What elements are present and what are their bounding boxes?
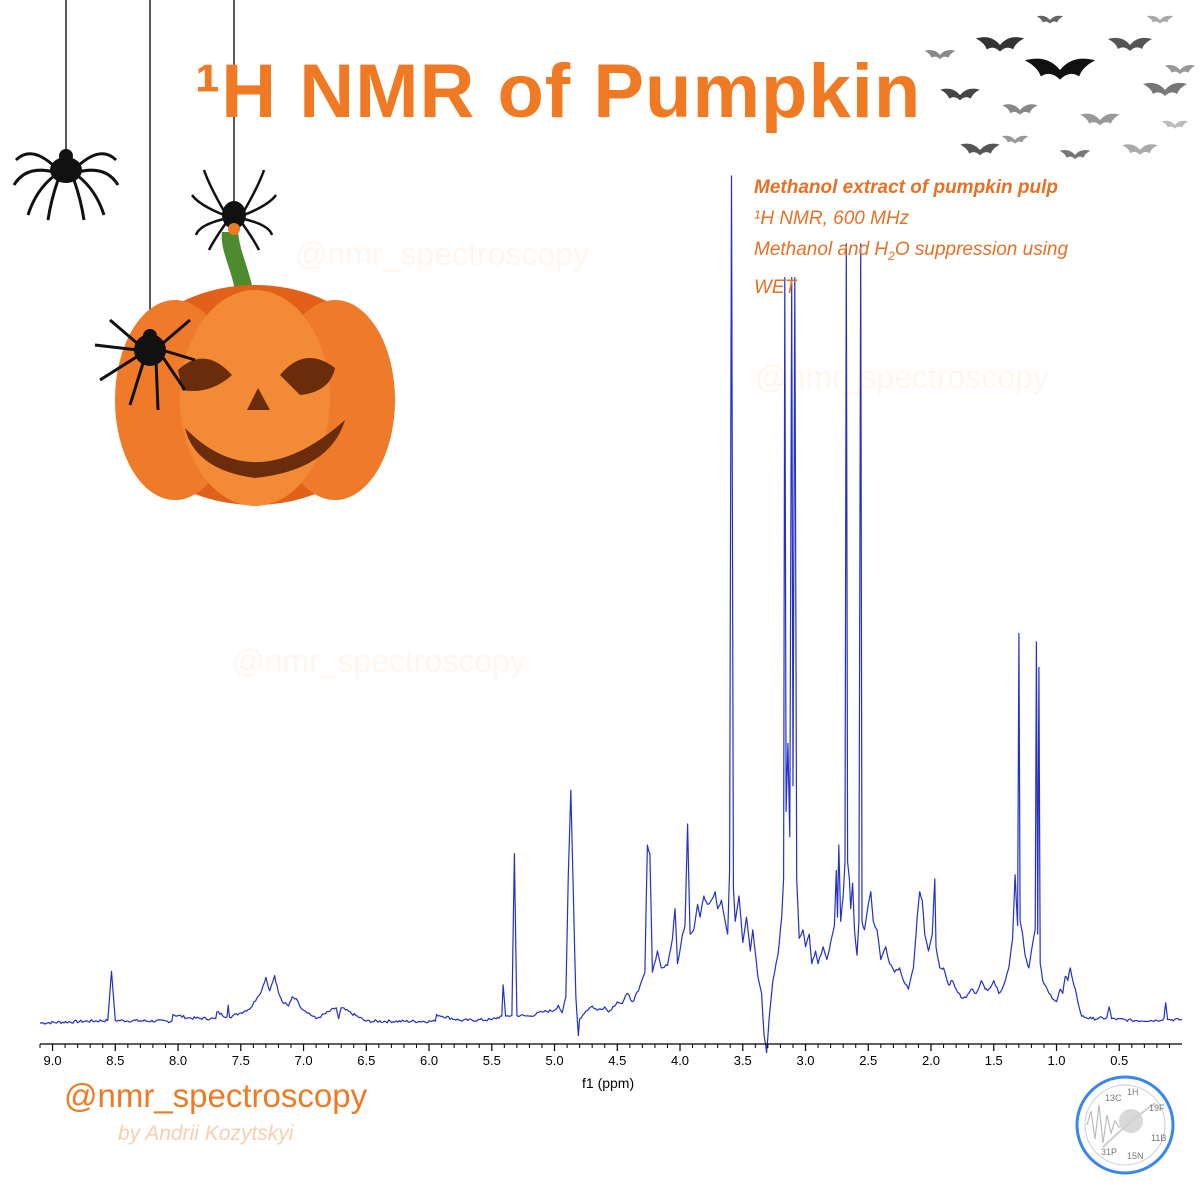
x-tick-label: 1.5 — [985, 1053, 1003, 1068]
bat-icon — [1143, 82, 1187, 96]
watermark-text: @nmr_spectroscopy — [755, 359, 1049, 395]
bat-icon — [1024, 58, 1096, 80]
bat-icon — [1002, 104, 1038, 115]
info-suppression-suffix: O suppression using — [894, 239, 1069, 260]
x-tick-label: 8.5 — [106, 1053, 124, 1068]
info-method-line: WET — [754, 276, 797, 298]
bat-icon — [1036, 15, 1064, 24]
bat-icon — [1080, 113, 1120, 126]
x-tick-label: 1.0 — [1047, 1053, 1065, 1068]
x-tick-label: 7.0 — [294, 1053, 312, 1068]
bat-icon — [960, 143, 1000, 156]
x-tick-label: 5.0 — [545, 1053, 563, 1068]
bat-icon — [1146, 15, 1174, 24]
logo-nucleus: 13C — [1105, 1093, 1122, 1103]
watermark-text: @nmr_spectroscopy — [232, 643, 526, 679]
info-subscript: 2 — [888, 248, 895, 263]
bat-icon — [1001, 135, 1029, 144]
bat-icon — [1161, 120, 1189, 129]
info-suppression-prefix: Methanol and H — [754, 239, 889, 260]
nmr-logo-icon: 13C 1H 19F 11B 15N 31P — [1075, 1075, 1175, 1175]
x-tick-label: 5.5 — [483, 1053, 501, 1068]
spectrum-plot: 9.0 8.5 8.0 7.5 7.0 6.5 6.0 5.5 5.0 4.5 4.0 3.5 3.0 2… — [39, 175, 1182, 1068]
x-tick-label: 6.5 — [357, 1053, 375, 1068]
bats-decoration — [924, 15, 1196, 160]
x-tick-label: 4.5 — [608, 1053, 626, 1068]
spectrum-series-line — [40, 175, 1182, 1054]
spider-icon — [190, 169, 278, 251]
page-title: ¹H NMR of Pumpkin — [195, 49, 922, 134]
author-byline: by Andrii Kozytskyi — [118, 1122, 294, 1145]
x-tick-label: 2.0 — [922, 1053, 940, 1068]
x-axis-label: f1 (ppm) — [582, 1075, 635, 1091]
x-tick-label: 4.0 — [671, 1053, 689, 1068]
logo-nucleus: 1H — [1127, 1087, 1139, 1097]
author-handle: @nmr_spectroscopy — [64, 1077, 368, 1114]
logo-nucleus: 31P — [1101, 1147, 1117, 1157]
bat-icon — [940, 88, 980, 101]
x-tick-label: 8.0 — [169, 1053, 187, 1068]
spider-icon — [94, 318, 196, 411]
bat-icon — [924, 50, 956, 60]
experiment-info: Methanol extract of pumpkin pulp ¹H NMR,… — [754, 172, 1068, 303]
x-axis-ticks: 9.0 8.5 8.0 7.5 7.0 6.5 6.0 5.5 5.0 4.5 4.0 3.5 3.0 2… — [39, 1044, 1170, 1068]
x-tick-label: 0.5 — [1110, 1053, 1128, 1068]
x-tick-label: 7.5 — [232, 1053, 250, 1068]
x-tick-label: 3.0 — [796, 1053, 814, 1068]
logo-nucleus: 11B — [1151, 1133, 1166, 1143]
info-suppression-line: Methanol and H2O suppression using — [754, 234, 1068, 272]
x-tick-label: 3.5 — [734, 1053, 752, 1068]
x-tick-label: 2.5 — [859, 1053, 877, 1068]
x-tick-label: 6.0 — [420, 1053, 438, 1068]
logo-nucleus: 15N — [1127, 1151, 1144, 1161]
spider-threads — [65, 0, 235, 335]
bat-icon — [1108, 37, 1152, 51]
x-tick-label: 9.0 — [44, 1053, 62, 1068]
bat-icon — [1122, 144, 1158, 155]
bat-icon — [975, 37, 1025, 52]
watermark-text: @nmr_spectroscopy — [295, 236, 589, 272]
bat-icon — [1164, 65, 1196, 75]
info-instrument-line: ¹H NMR, 600 MHz — [754, 208, 910, 229]
bat-icon — [1059, 150, 1091, 160]
logo-nucleus: 19F — [1149, 1103, 1165, 1113]
info-sample-line: Methanol extract of pumpkin pulp — [754, 177, 1059, 198]
spider-icon — [12, 149, 120, 221]
